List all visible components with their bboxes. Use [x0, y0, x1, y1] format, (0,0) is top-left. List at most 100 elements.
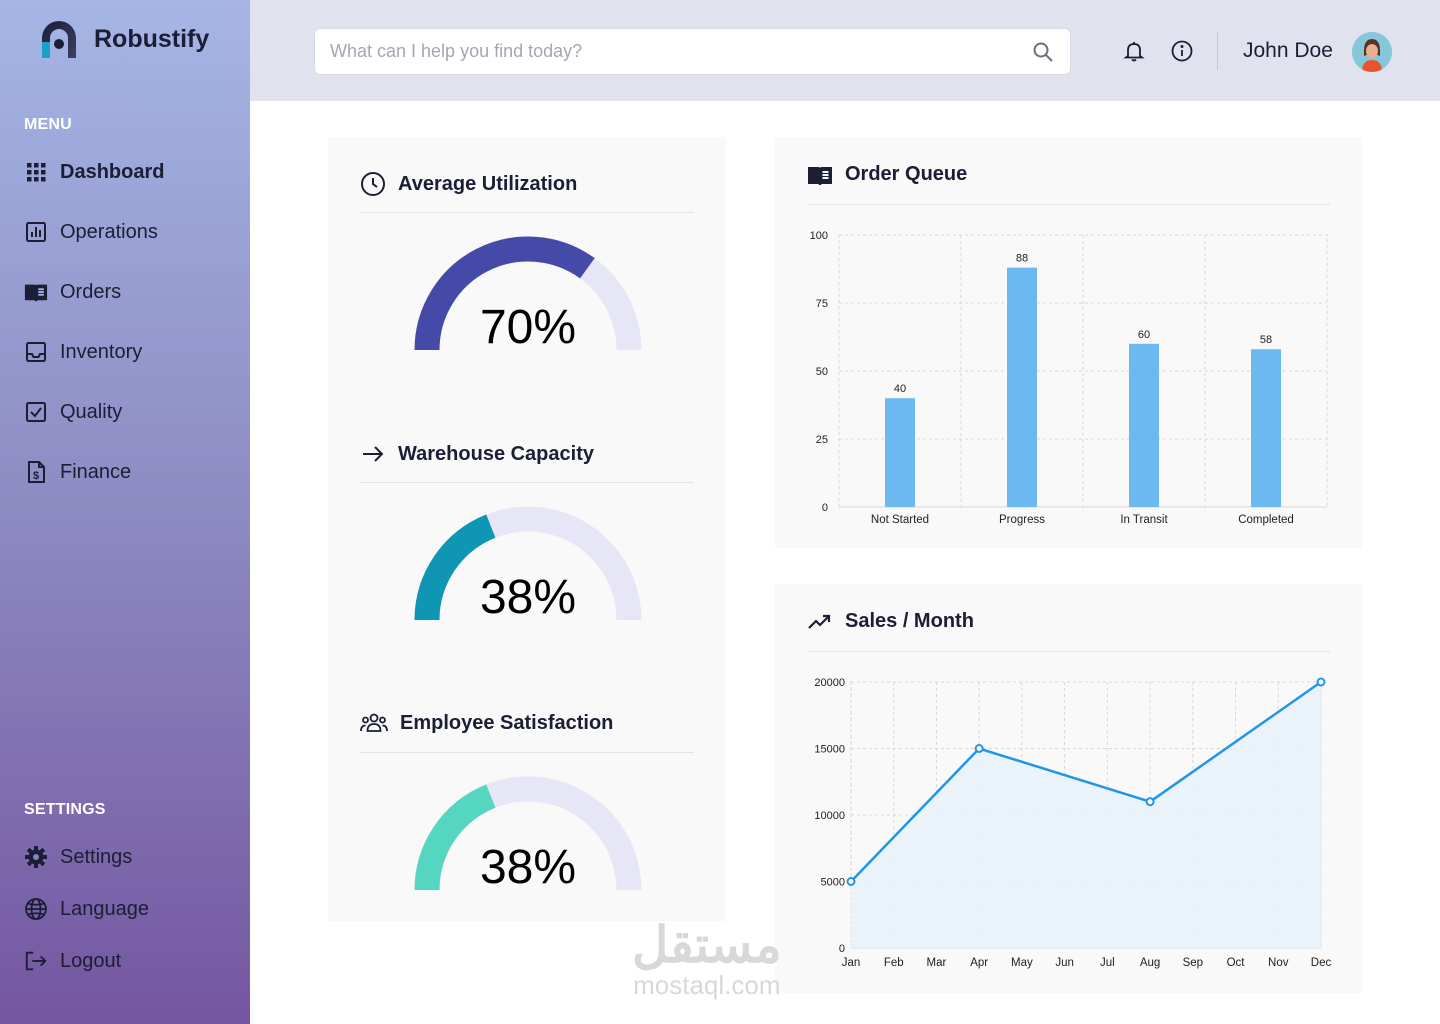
- x-tick-label: Completed: [1238, 514, 1294, 526]
- divider: [807, 204, 1330, 205]
- x-tick-label: Aug: [1140, 957, 1160, 969]
- chart-title-text: Sales / Month: [845, 610, 974, 632]
- kpi-value: 38%: [479, 571, 577, 624]
- y-tick-label: 0: [839, 943, 845, 955]
- sales-title: Sales / Month: [807, 610, 974, 633]
- y-tick-label: 0: [822, 502, 828, 514]
- kpi-title-satisfaction: Employee Satisfaction: [360, 711, 613, 735]
- kpi-title-text: Employee Satisfaction: [400, 711, 614, 734]
- user-name[interactable]: John Doe: [1243, 39, 1333, 62]
- watermark-latin: mostaql.com: [633, 970, 781, 1000]
- header-divider: [1217, 32, 1218, 70]
- inbox-icon: [24, 340, 48, 364]
- sidebar-item-label: Settings: [60, 845, 133, 868]
- kpi-value: 38%: [479, 841, 577, 894]
- kpi-title-utilization: Average Utilization: [360, 171, 577, 197]
- sidebar-item-settings[interactable]: Settings: [24, 845, 132, 869]
- bar: [885, 398, 915, 507]
- bar: [1129, 343, 1159, 507]
- logo[interactable]: Robustify: [38, 18, 209, 60]
- logout-icon: [24, 949, 48, 973]
- data-point: [846, 877, 856, 886]
- y-tick-label: 50: [816, 366, 828, 378]
- divider: [360, 752, 694, 753]
- search-input[interactable]: [315, 29, 995, 74]
- sidebar-item-label: Inventory: [60, 340, 143, 363]
- sidebar-item-dashboard[interactable]: Dashboard: [24, 160, 164, 184]
- x-tick-label: May: [1011, 957, 1033, 969]
- bar-value-label: 58: [1260, 334, 1272, 346]
- sidebar-item-operations[interactable]: Operations: [24, 220, 158, 244]
- sidebar-item-label: Language: [60, 897, 149, 920]
- sidebar-item-language[interactable]: Language: [24, 897, 149, 921]
- x-tick-label: Jun: [1055, 957, 1074, 969]
- y-tick-label: 15000: [814, 744, 845, 756]
- clock-icon: [361, 172, 385, 196]
- area-fill: [851, 682, 1321, 948]
- x-tick-label: Feb: [884, 957, 904, 969]
- x-tick-label: Nov: [1268, 957, 1289, 969]
- invoice-icon: $: [24, 460, 48, 484]
- divider: [807, 651, 1330, 652]
- menu-section-label: MENU: [24, 116, 72, 133]
- kpi-card: Average Utilization 70% Warehouse Capaci…: [328, 137, 726, 921]
- settings-section-label: SETTINGS: [24, 801, 106, 818]
- sidebar-item-label: Operations: [60, 220, 158, 243]
- satisfaction-gauge: [414, 776, 642, 891]
- order-queue-title: Order Queue: [807, 163, 967, 186]
- data-point: [1145, 797, 1155, 807]
- x-tick-label: Jan: [842, 957, 861, 969]
- globe-icon: [24, 897, 48, 921]
- gauge-fill: [414, 514, 496, 621]
- y-tick-label: 5000: [821, 877, 845, 889]
- sidebar-item-logout[interactable]: Logout: [24, 949, 121, 973]
- search-box: [314, 28, 1071, 75]
- sidebar-item-label: Orders: [60, 280, 122, 303]
- sidebar-item-label: Quality: [60, 400, 123, 423]
- info-icon[interactable]: [1171, 40, 1193, 62]
- sidebar-item-inventory[interactable]: Inventory: [24, 340, 142, 364]
- y-tick-label: 75: [816, 298, 828, 310]
- app-name: Robustify: [94, 24, 210, 53]
- data-point: [1316, 677, 1326, 687]
- order-queue-chart: 0 25 50 75 100 40 Not Started 88 Progress 60 In Tr…: [810, 230, 1328, 526]
- gauge-fill: [414, 784, 496, 891]
- x-tick-label: Progress: [999, 514, 1045, 526]
- users-icon: [360, 713, 388, 732]
- avatar[interactable]: [1352, 32, 1392, 72]
- bar-chart-icon: [24, 220, 48, 244]
- logo-icon: [42, 21, 76, 58]
- sidebar-item-orders[interactable]: Orders: [24, 280, 121, 304]
- sidebar-item-label: Logout: [60, 949, 122, 972]
- x-tick-label: Sep: [1183, 957, 1203, 969]
- top-header: John Doe: [250, 0, 1440, 101]
- sidebar: Robustify MENU Dashboard Operations: [0, 0, 250, 1024]
- series-line: [850, 680, 1322, 883]
- data-point: [974, 744, 984, 753]
- warehouse-gauge: [414, 506, 642, 621]
- bell-icon[interactable]: [1123, 40, 1145, 62]
- bar-value-label: 88: [1016, 253, 1028, 265]
- y-tick-label: 25: [816, 434, 828, 446]
- y-tick-label: 100: [810, 230, 828, 242]
- kpi-title-text: Warehouse Capacity: [398, 442, 594, 465]
- kpi-title-warehouse: Warehouse Capacity: [360, 441, 594, 467]
- x-tick-label: Not Started: [871, 514, 929, 526]
- svg-text:$: $: [33, 470, 39, 482]
- kpi-value: 70%: [479, 301, 577, 354]
- divider: [360, 212, 694, 213]
- sales-chart: 0 5000 10000 15000 20000 Jan Feb Mar Apr May Jun Ju…: [814, 677, 1331, 969]
- x-tick-label: Mar: [927, 957, 947, 969]
- x-tick-label: In Transit: [1120, 514, 1168, 526]
- checkbox-icon: [24, 400, 48, 424]
- x-tick-label: Oct: [1227, 957, 1246, 969]
- watermark-arabic: مستقل: [632, 917, 782, 973]
- gauge-fill: [414, 236, 595, 351]
- utilization-gauge: [414, 236, 642, 351]
- sidebar-item-finance[interactable]: $ Finance: [24, 460, 131, 484]
- bar: [1007, 267, 1037, 507]
- gear-icon: [24, 845, 48, 869]
- search-icon[interactable]: [1032, 41, 1054, 63]
- sidebar-item-quality[interactable]: Quality: [24, 400, 122, 424]
- trending-up-icon: [808, 614, 831, 629]
